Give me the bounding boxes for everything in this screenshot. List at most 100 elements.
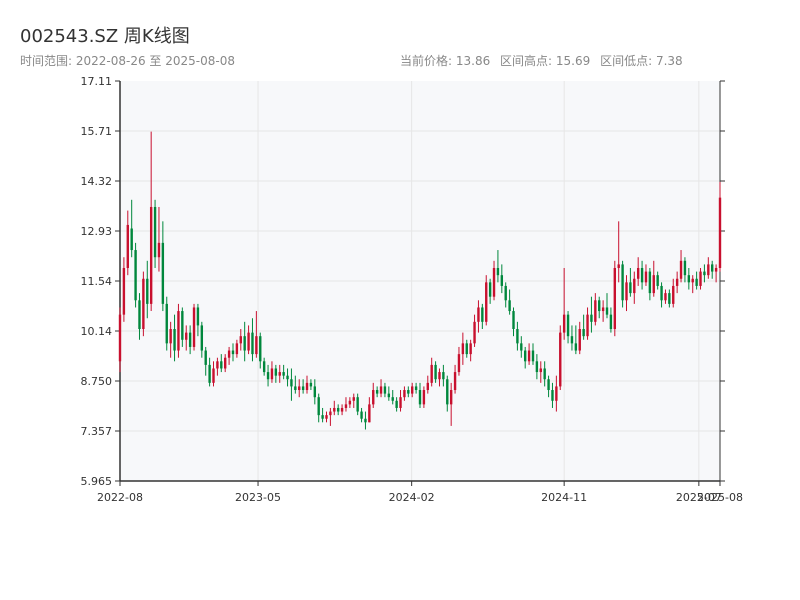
candle-body	[570, 336, 574, 344]
candle-body	[430, 364, 433, 383]
candle-body	[547, 379, 550, 391]
candle-body	[481, 307, 484, 322]
candle-body	[648, 271, 652, 294]
candle-body	[146, 278, 149, 304]
candle-body	[294, 386, 297, 391]
candle-body	[220, 361, 223, 369]
candle-body	[372, 390, 375, 405]
candle-body	[442, 372, 445, 380]
candle-body	[687, 275, 691, 283]
candle-body	[586, 314, 589, 337]
candle-body	[683, 260, 687, 276]
candle-body	[574, 343, 578, 351]
candle-body	[418, 390, 422, 405]
candle-body	[477, 307, 480, 322]
candle-body	[251, 332, 254, 355]
candle-body	[290, 379, 293, 387]
candle-body	[185, 332, 188, 340]
candle-body	[403, 390, 406, 398]
candle-body	[177, 311, 180, 351]
candle-body	[449, 390, 453, 405]
candle-body	[636, 267, 640, 279]
x-tick-label: 2022-08	[97, 491, 143, 504]
candle-body	[301, 386, 305, 391]
candle-body	[329, 411, 332, 416]
candle-body	[149, 206, 153, 304]
candle-body	[387, 393, 391, 398]
candle-body	[652, 275, 655, 294]
candle-body	[216, 361, 219, 369]
candle-body	[707, 264, 710, 276]
candle-body	[227, 350, 231, 358]
candle-body	[660, 285, 663, 301]
candle-body	[679, 260, 683, 279]
candle-body	[559, 332, 562, 387]
candle-body	[126, 224, 129, 268]
candle-body	[181, 311, 184, 340]
current-price-label: 当前价格: 13.86	[400, 54, 491, 68]
candle-body	[668, 293, 671, 304]
x-tick-label: 2025-08	[697, 491, 743, 504]
candle-body	[469, 343, 472, 355]
candle-body	[118, 314, 122, 362]
candle-body	[446, 379, 449, 405]
candle-body	[305, 382, 309, 391]
candle-body	[496, 267, 500, 276]
candle-body	[590, 314, 593, 322]
candle-body	[231, 350, 235, 355]
candle-body	[161, 242, 165, 304]
candle-body	[664, 293, 667, 301]
candle-body	[488, 282, 492, 297]
candle-body	[204, 350, 207, 365]
candle-body	[317, 397, 320, 416]
candle-body	[426, 382, 429, 391]
candle-body	[262, 361, 266, 373]
candle-body	[395, 400, 398, 408]
candle-body	[270, 368, 274, 380]
candle-body	[173, 329, 176, 351]
candle-body	[633, 278, 636, 294]
x-tick-label: 2024-11	[541, 491, 587, 504]
candle-body	[309, 382, 313, 387]
candle-body	[364, 418, 367, 423]
candle-body	[383, 386, 387, 394]
candle-body	[438, 372, 441, 380]
candle-body	[551, 390, 554, 401]
candle-body	[298, 386, 301, 391]
y-tick-label: 7.357	[81, 425, 113, 438]
candle-body	[208, 364, 211, 383]
candle-body	[142, 278, 145, 330]
candle-body	[485, 282, 488, 322]
candle-body	[691, 278, 694, 283]
y-tick-label: 12.93	[81, 225, 113, 238]
candle-body	[531, 350, 535, 362]
candle-body	[282, 372, 285, 376]
candle-body	[274, 368, 278, 376]
candle-body	[621, 264, 624, 301]
candle-body	[500, 275, 504, 286]
candle-body	[200, 325, 204, 351]
candle-body	[169, 329, 172, 344]
y-tick-label: 5.965	[81, 475, 113, 488]
candle-body	[391, 397, 394, 401]
candle-body	[453, 372, 457, 391]
candle-body	[223, 357, 227, 369]
candle-body	[535, 361, 539, 373]
candle-body	[473, 321, 476, 344]
candle-body	[153, 206, 157, 258]
candle-body	[699, 271, 702, 286]
candle-body	[188, 332, 192, 347]
candle-body	[605, 307, 609, 315]
candle-body	[379, 386, 383, 394]
candle-body	[644, 271, 648, 283]
candle-body	[594, 300, 597, 322]
candle-body	[196, 307, 200, 326]
range-low-label: 区间低点: 7.38	[600, 54, 683, 68]
y-tick-label: 15.71	[81, 125, 113, 138]
candle-body	[356, 397, 359, 412]
y-tick-label: 8.750	[81, 375, 113, 388]
candle-body	[566, 314, 570, 337]
candle-body	[512, 311, 515, 330]
candle-body	[192, 307, 196, 347]
candle-body	[352, 397, 355, 401]
